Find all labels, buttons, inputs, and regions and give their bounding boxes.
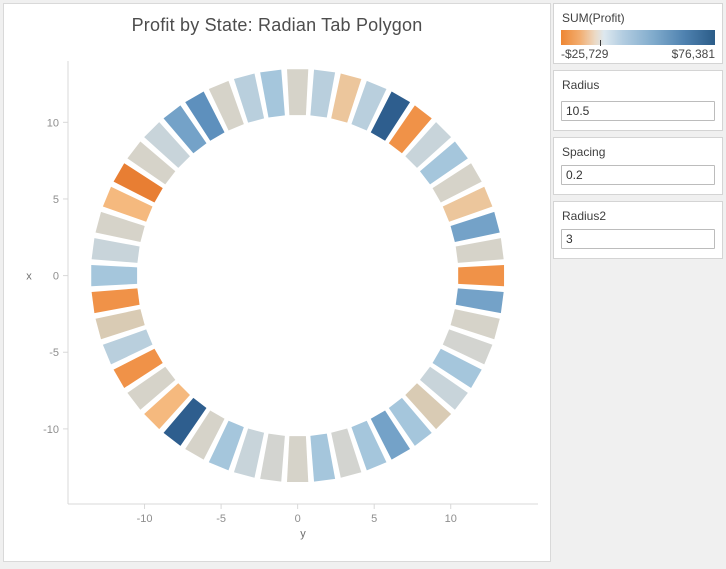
y-tick-label: 10: [47, 117, 59, 129]
ring-segment[interactable]: [95, 309, 145, 340]
ring-segment[interactable]: [455, 238, 504, 263]
ring-segment[interactable]: [458, 264, 505, 287]
ring-segment[interactable]: [442, 329, 493, 365]
ring-segment[interactable]: [127, 366, 176, 410]
ring-segment[interactable]: [102, 329, 153, 365]
ring-segment[interactable]: [185, 91, 225, 141]
chart-title: Profit by State: Radian Tab Polygon: [131, 15, 423, 35]
color-legend-card: SUM(Profit) -$25,729 $76,381: [553, 3, 723, 64]
param-card-spacing: Spacing: [553, 137, 723, 195]
ring-segment[interactable]: [233, 73, 265, 123]
ring-segment[interactable]: [208, 420, 244, 471]
ring-segment[interactable]: [144, 122, 190, 168]
legend-labels: -$25,729 $76,381: [561, 47, 715, 61]
param-label-spacing: Spacing: [562, 145, 606, 159]
ring-segment[interactable]: [163, 105, 207, 154]
legend-zero-tick: [599, 40, 601, 46]
ring-segment[interactable]: [432, 163, 482, 203]
ring-segment[interactable]: [260, 433, 285, 482]
ring-segment[interactable]: [95, 211, 145, 243]
param-label-radius2: Radius2: [562, 209, 607, 223]
x-tick-label: 0: [295, 513, 301, 525]
y-tick-label: 5: [53, 194, 59, 206]
param-input-radius2[interactable]: [561, 229, 715, 249]
ring-segment[interactable]: [185, 410, 225, 460]
legend-gradient-bar: [561, 30, 715, 46]
plot-area: -10 -5 0 5 10 10 5 0 -5 -10 y x: [26, 61, 538, 540]
ring-segment[interactable]: [260, 69, 285, 118]
ring-segment[interactable]: [331, 73, 362, 123]
ring-segment[interactable]: [432, 348, 482, 389]
param-input-radius[interactable]: [561, 101, 715, 121]
legend-min-label: -$25,729: [561, 47, 609, 61]
param-card-radius: Radius: [553, 70, 723, 131]
ring-segment[interactable]: [310, 69, 336, 118]
ring-segment[interactable]: [442, 186, 493, 222]
x-tick-label: 10: [445, 513, 457, 525]
ring-segment[interactable]: [144, 383, 190, 430]
x-tick-label: -10: [137, 513, 153, 525]
ring-segment[interactable]: [102, 186, 153, 222]
param-label-radius: Radius: [562, 78, 600, 92]
x-tick-label: -5: [216, 513, 226, 525]
y-tick-label: 0: [53, 271, 59, 283]
param-card-radius2: Radius2: [553, 201, 723, 259]
y-axis-title: x: [26, 271, 32, 283]
ring-segment[interactable]: [370, 91, 411, 141]
ring-segment[interactable]: [405, 122, 452, 168]
param-input-spacing[interactable]: [561, 165, 715, 185]
x-tick-label: 5: [371, 513, 377, 525]
ring-segment[interactable]: [455, 288, 504, 314]
ring-segment[interactable]: [113, 348, 163, 389]
ring-segment[interactable]: [370, 410, 411, 460]
ring-segment[interactable]: [450, 309, 500, 340]
side-panel: SUM(Profit) -$25,729 $76,381 Radius Spac…: [553, 0, 723, 569]
ring-segment[interactable]: [388, 397, 432, 446]
y-tick-label: -5: [49, 347, 59, 359]
ring-segment[interactable]: [331, 428, 362, 478]
ring-segment[interactable]: [91, 238, 140, 263]
chart-card: Profit by State: Radian Tab Polygon -10-…: [3, 3, 551, 562]
ring-segment[interactable]: [419, 366, 468, 410]
ring-segment[interactable]: [287, 436, 309, 483]
ring-segment[interactable]: [419, 141, 468, 185]
legend-title: SUM(Profit): [562, 11, 625, 25]
ring-segment[interactable]: [287, 69, 309, 116]
ring-segment[interactable]: [163, 397, 207, 446]
x-axis-title: y: [300, 528, 306, 540]
ring-segment[interactable]: [351, 420, 387, 471]
ring-segment[interactable]: [388, 105, 432, 154]
ring-segment[interactable]: [113, 163, 163, 203]
ring-segment[interactable]: [351, 80, 387, 131]
y-tick-label: -10: [43, 424, 59, 436]
ring-segment[interactable]: [450, 211, 500, 243]
ring-segment[interactable]: [91, 264, 138, 287]
ring-segment[interactable]: [127, 141, 176, 185]
ring-segment[interactable]: [233, 428, 265, 478]
ring-segment[interactable]: [310, 433, 336, 482]
ring-segment[interactable]: [208, 80, 244, 131]
ring-segment[interactable]: [91, 288, 140, 314]
ring-segment[interactable]: [405, 383, 452, 430]
legend-max-label: $76,381: [671, 47, 715, 61]
